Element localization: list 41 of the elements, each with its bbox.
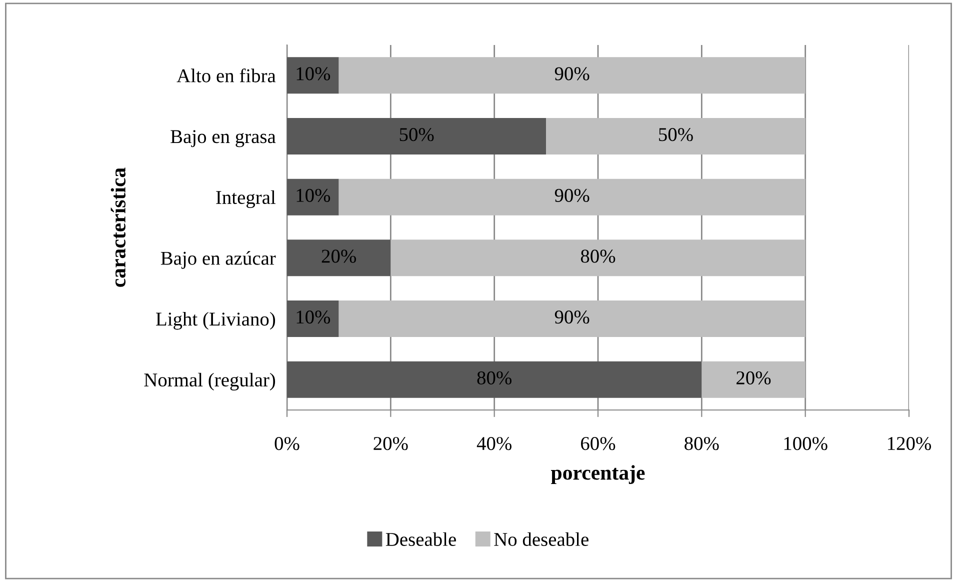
x-tick-label: 80% bbox=[684, 436, 719, 450]
x-tick-label: 0% bbox=[274, 436, 300, 450]
data-label: 90% bbox=[554, 67, 590, 80]
x-tick-label: 60% bbox=[581, 436, 616, 450]
bar bbox=[338, 178, 806, 216]
legend-label: Deseable bbox=[386, 532, 456, 546]
bar bbox=[338, 57, 806, 94]
data-label: 90% bbox=[554, 310, 590, 324]
data-label: 10% bbox=[296, 310, 330, 324]
x-axis-title: porcentaje bbox=[551, 465, 645, 484]
bar bbox=[287, 118, 546, 154]
bar bbox=[390, 240, 806, 276]
data-label: 50% bbox=[400, 128, 434, 142]
y-axis-title: característica bbox=[110, 168, 126, 287]
data-label: 20% bbox=[736, 371, 771, 385]
legend-label: No deseable bbox=[494, 532, 588, 546]
x-tick-label: 20% bbox=[374, 436, 408, 450]
data-label: 20% bbox=[322, 250, 356, 263]
bar bbox=[287, 361, 702, 398]
bar bbox=[546, 118, 806, 154]
y-tick-label: Bajo en azúcar bbox=[160, 251, 276, 269]
x-tick-label: 120% bbox=[888, 436, 932, 450]
y-tick-label: Alto en fibra bbox=[176, 68, 276, 82]
y-tick-label: Bajo en grasa bbox=[170, 130, 276, 148]
bar bbox=[338, 300, 806, 337]
bar bbox=[287, 300, 339, 337]
data-label: 10% bbox=[296, 67, 330, 80]
data-label: 80% bbox=[580, 250, 616, 263]
data-label: 50% bbox=[659, 128, 693, 142]
bar bbox=[287, 240, 391, 276]
data-label: 90% bbox=[554, 188, 590, 202]
y-tick-label: Integral bbox=[216, 190, 276, 208]
bar bbox=[287, 178, 339, 216]
bar bbox=[287, 57, 339, 94]
x-tick-label: 100% bbox=[784, 436, 828, 450]
x-tick-label: 40% bbox=[476, 436, 512, 450]
data-label: 10% bbox=[296, 188, 330, 202]
data-label: 80% bbox=[477, 371, 512, 385]
y-tick-label: Normal (regular) bbox=[144, 372, 276, 391]
y-tick-label: Light (Liviano) bbox=[156, 312, 276, 330]
bar bbox=[702, 361, 806, 398]
